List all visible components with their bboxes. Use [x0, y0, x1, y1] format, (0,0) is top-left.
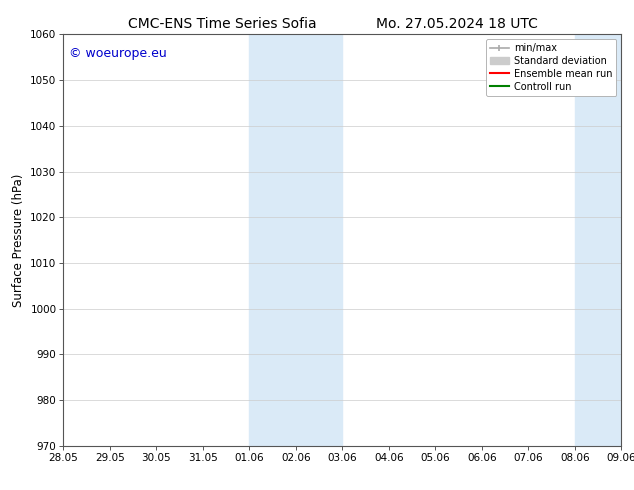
Text: Mo. 27.05.2024 18 UTC: Mo. 27.05.2024 18 UTC	[375, 17, 538, 31]
Text: © woeurope.eu: © woeurope.eu	[69, 47, 167, 60]
Bar	[249, 34, 342, 446]
Bar	[575, 34, 634, 446]
Text: CMC-ENS Time Series Sofia: CMC-ENS Time Series Sofia	[127, 17, 316, 31]
Y-axis label: Surface Pressure (hPa): Surface Pressure (hPa)	[11, 173, 25, 307]
Legend: min/max, Standard deviation, Ensemble mean run, Controll run: min/max, Standard deviation, Ensemble me…	[486, 39, 616, 96]
